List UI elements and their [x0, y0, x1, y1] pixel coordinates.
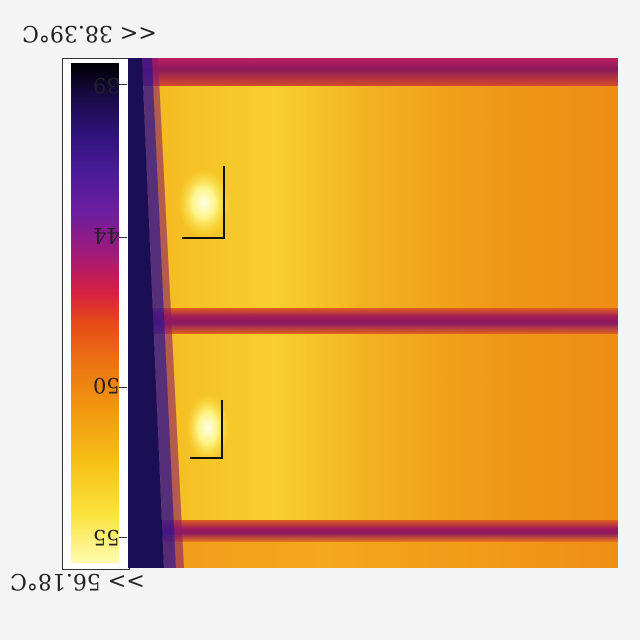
panel-lower-strip	[128, 542, 618, 568]
tick-mark	[119, 237, 127, 238]
max-temperature-label: << 38.39°C	[22, 20, 157, 45]
tick-label: 50	[93, 373, 120, 397]
tick-label: 44	[93, 223, 120, 247]
tick-mark	[119, 537, 127, 538]
thermal-image	[128, 58, 618, 568]
tick-label: 39	[93, 73, 120, 97]
panel-frame-top	[128, 58, 618, 86]
temperature-scale: 39 44 50 55	[62, 58, 130, 570]
tick-mark	[119, 387, 127, 388]
panel-frame-middle	[128, 308, 618, 334]
panel-edge-shadow	[128, 58, 230, 568]
tick-label: 55	[93, 525, 120, 549]
min-temperature-label: >> 56.18°C	[10, 568, 145, 593]
color-scale-bar	[71, 63, 119, 563]
panel-frame-bottom	[128, 520, 618, 542]
tick-mark	[119, 84, 127, 85]
